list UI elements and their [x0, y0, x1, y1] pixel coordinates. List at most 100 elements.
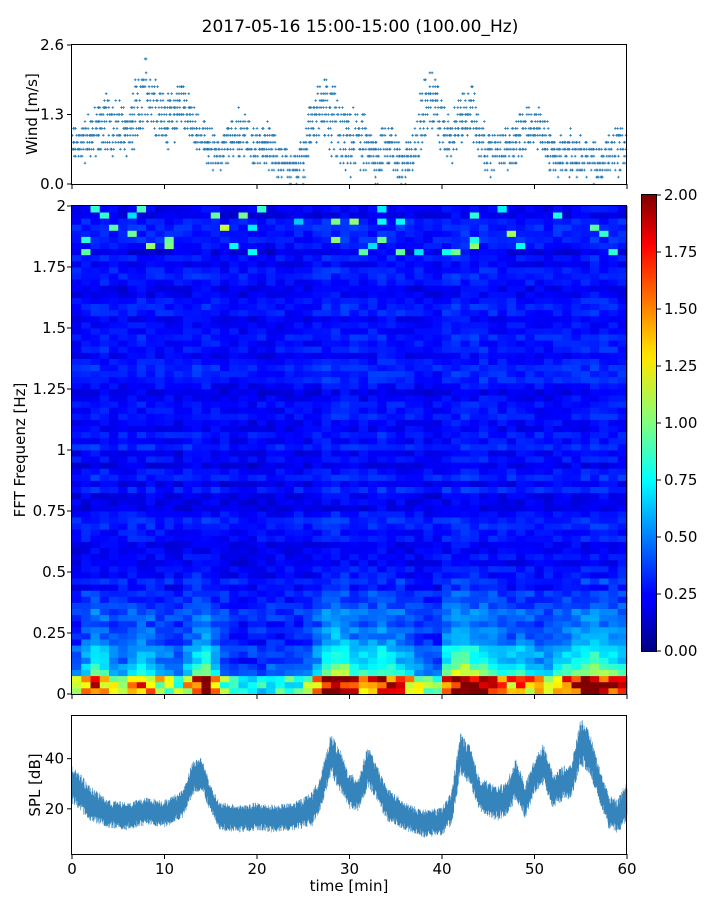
- spectrogram-cell: [247, 443, 258, 451]
- spectrogram-cell: [358, 504, 369, 512]
- spectrogram-cell: [442, 224, 452, 231]
- spectrogram-cell: [164, 645, 175, 652]
- spectrogram-cell: [506, 626, 517, 634]
- spectrogram-cell: [229, 578, 239, 585]
- spectrogram-cell: [340, 602, 350, 609]
- spectrogram-cell: [617, 614, 628, 622]
- spectrogram-cell: [72, 315, 82, 323]
- spectrogram-cell: [488, 425, 498, 433]
- spectrogram-cell: [386, 565, 397, 573]
- spectrogram-cell: [479, 578, 489, 585]
- spectrogram-cell: [516, 248, 526, 256]
- spectrogram-cell: [146, 437, 156, 445]
- spectrogram-cell: [451, 401, 461, 408]
- spectrogram-cell: [127, 273, 138, 280]
- spectrogram-cell: [294, 559, 304, 567]
- spectrogram-cell: [506, 370, 517, 378]
- spectrogram-cell: [525, 297, 535, 304]
- spectrogram-cell: [81, 413, 91, 420]
- spectrogram-cell: [118, 389, 128, 396]
- spectrogram-cell: [312, 639, 323, 646]
- spectrogram-cell: [303, 663, 313, 670]
- spectrogram-cell: [312, 248, 323, 256]
- spectrogram-cell: [247, 376, 258, 384]
- spectrogram-cell: [525, 260, 535, 268]
- spectrogram-cell: [506, 321, 517, 329]
- spectrogram-cell: [229, 462, 239, 469]
- spectrogram-cell: [136, 651, 147, 658]
- spectrogram-cell: [553, 578, 563, 585]
- spectrogram-cell: [580, 614, 591, 622]
- spectrogram-cell: [155, 437, 165, 445]
- spectrogram-cell: [617, 358, 628, 365]
- spectrogram-cell: [599, 614, 609, 622]
- spectrogram-cell: [590, 303, 600, 311]
- spectrogram-cell: [580, 279, 591, 286]
- spectrogram-cell: [321, 450, 332, 457]
- spectrogram-cell: [257, 681, 267, 689]
- spectrogram-cell: [432, 376, 443, 384]
- spectrogram-cell: [173, 669, 184, 677]
- spectrogram-cell: [525, 657, 535, 664]
- spectrogram-cell: [303, 443, 313, 451]
- spectrogram-cell: [553, 572, 563, 579]
- spectrogram-cell: [210, 340, 221, 347]
- spectrogram-cell: [432, 541, 443, 548]
- spectrogram-cell: [553, 596, 563, 603]
- spectrogram-cell: [395, 364, 406, 372]
- spectrogram-cell: [368, 236, 378, 243]
- spectrogram-cell: [358, 315, 369, 323]
- spectrogram-cell: [377, 492, 387, 500]
- spectrogram-cell: [164, 437, 175, 445]
- spectrogram-cell: [534, 504, 545, 512]
- spectrogram-cell: [303, 321, 313, 329]
- spectrogram-cell: [247, 260, 258, 268]
- spectrogram-cell: [451, 626, 461, 634]
- spectrogram-cell: [553, 456, 563, 463]
- spectrogram-cell: [155, 681, 165, 689]
- spectrogram-cell: [173, 456, 184, 463]
- spectrogram-cell: [247, 370, 258, 378]
- spectrogram-cell: [534, 675, 545, 683]
- spectrogram-cell: [497, 523, 508, 530]
- spectrogram-cell: [192, 370, 202, 378]
- spectrogram-cell: [155, 480, 165, 487]
- spectrogram-cell: [90, 382, 101, 390]
- spectrogram-cell: [266, 480, 276, 487]
- spectrogram-cell: [553, 364, 563, 372]
- spectrogram-cell: [571, 224, 582, 231]
- spectrogram-cell: [571, 541, 582, 548]
- spectrogram-cell: [81, 541, 91, 548]
- spectrogram-cell: [155, 541, 165, 548]
- spectrogram-cell: [525, 303, 535, 311]
- spectrogram-cell: [377, 328, 387, 335]
- spectrogram-cell: [571, 462, 582, 469]
- spectrogram-cell: [562, 285, 572, 292]
- spectrogram-cell: [229, 614, 239, 622]
- spectrogram-cell: [257, 267, 267, 274]
- spectrogram-cell: [99, 614, 110, 622]
- spectrogram-cell: [266, 242, 276, 250]
- spectrogram-cell: [377, 376, 387, 384]
- spectrogram-cell: [368, 596, 378, 603]
- spectrogram-cell: [284, 511, 295, 518]
- spectrogram-cell: [72, 334, 82, 341]
- spectrogram-cell: [562, 431, 572, 439]
- spectrogram-cell: [303, 248, 313, 256]
- spectrogram-cell: [127, 358, 138, 365]
- spectrogram-cell: [377, 334, 387, 341]
- spectrogram-cell: [99, 590, 110, 597]
- spectrogram-cell: [173, 236, 184, 243]
- spectrogram-cell: [238, 254, 249, 262]
- spectrogram-cell: [229, 413, 239, 420]
- spectrogram-cell: [220, 620, 230, 628]
- spectrogram-cell: [617, 584, 628, 591]
- spectrogram-cell: [303, 547, 313, 555]
- spectrogram-cell: [469, 681, 480, 689]
- spectrogram-cell: [414, 523, 424, 530]
- spectrogram-cell: [183, 511, 193, 518]
- spectrogram-cell: [543, 376, 554, 384]
- spectrogram-cell: [543, 602, 554, 609]
- spectrogram-cell: [266, 376, 276, 384]
